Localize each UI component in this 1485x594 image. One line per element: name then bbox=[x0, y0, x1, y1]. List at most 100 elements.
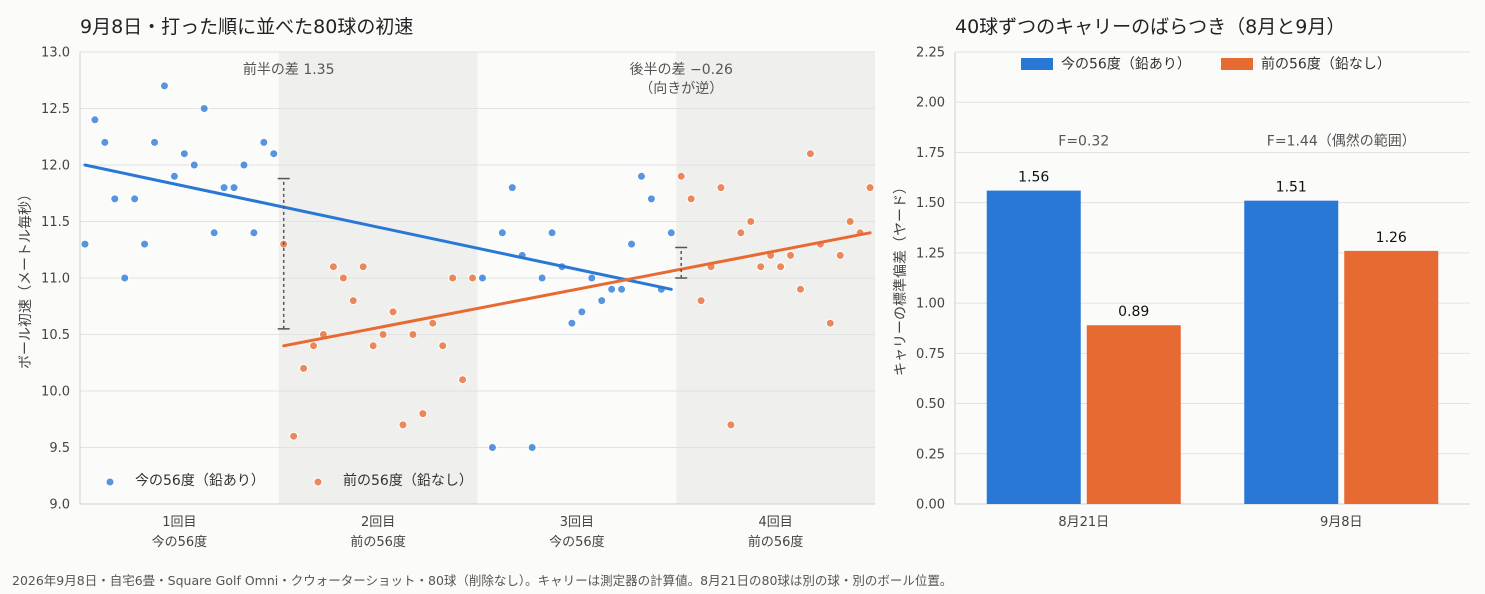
data-point bbox=[507, 183, 517, 193]
data-point bbox=[428, 318, 438, 328]
data-point bbox=[130, 194, 140, 204]
annotation: 前半の差 1.35 bbox=[243, 61, 335, 78]
y-tick-label: 10.0 bbox=[41, 385, 70, 400]
legend-marker bbox=[105, 477, 115, 487]
bar-value-label: 0.89 bbox=[1118, 304, 1149, 320]
scatter-chart: 9.09.510.010.511.011.512.012.513.01回目今の5… bbox=[17, 46, 875, 550]
y-tick-label: 13.0 bbox=[41, 46, 70, 61]
x-group-sublabel: 前の56度 bbox=[350, 534, 406, 550]
data-point bbox=[716, 183, 726, 193]
legend-label: 前の56度（鉛なし） bbox=[343, 472, 473, 489]
data-point bbox=[408, 330, 418, 339]
y-tick-label: 0.00 bbox=[916, 498, 945, 513]
footer-note: 2026年9月8日・自宅6畳・Square Golf Omni・クウォーターショ… bbox=[12, 573, 953, 588]
annotation: （向きが逆） bbox=[639, 81, 723, 97]
data-point bbox=[249, 228, 259, 238]
bar bbox=[1086, 325, 1181, 504]
y-tick-label: 10.5 bbox=[41, 328, 70, 343]
y-tick-label: 1.50 bbox=[916, 196, 945, 211]
data-point bbox=[636, 171, 646, 181]
bar-value-label: 1.26 bbox=[1376, 230, 1407, 246]
y-tick-label: 0.75 bbox=[916, 347, 945, 362]
data-point bbox=[577, 307, 587, 317]
data-point bbox=[865, 183, 875, 193]
bar-value-label: 1.51 bbox=[1276, 180, 1307, 196]
data-point bbox=[169, 171, 179, 181]
data-point bbox=[756, 262, 766, 272]
data-point bbox=[497, 228, 507, 238]
data-point bbox=[527, 443, 537, 452]
y-tick-label: 9.0 bbox=[49, 498, 70, 513]
data-point bbox=[179, 149, 189, 159]
x-group-label: 1回目 bbox=[162, 515, 196, 530]
scatter-chart-title: 9月8日・打った順に並べた80球の初速 bbox=[80, 16, 414, 38]
data-point bbox=[786, 250, 796, 260]
x-group-sublabel: 今の56度 bbox=[152, 534, 208, 550]
y-tick-label: 1.75 bbox=[916, 146, 945, 161]
y-axis-label: キャリーの標準偏差（ヤード） bbox=[893, 180, 909, 376]
x-category-label: 8月21日 bbox=[1058, 515, 1109, 530]
data-point bbox=[726, 420, 736, 430]
data-point bbox=[686, 194, 696, 204]
data-point bbox=[140, 239, 150, 249]
y-tick-label: 11.0 bbox=[41, 272, 70, 287]
data-point bbox=[776, 262, 786, 272]
y-tick-label: 2.25 bbox=[916, 46, 945, 61]
data-point bbox=[80, 239, 90, 249]
data-point bbox=[448, 273, 458, 283]
legend-label: 今の56度（鉛あり） bbox=[1061, 57, 1191, 73]
bar bbox=[1344, 250, 1439, 504]
data-point bbox=[348, 296, 358, 306]
data-point bbox=[477, 273, 487, 283]
legend-label: 前の56度（鉛なし） bbox=[1261, 56, 1391, 73]
trend-line bbox=[83, 163, 673, 291]
data-point bbox=[209, 228, 219, 238]
annotation: 後半の差 −0.26 bbox=[630, 62, 733, 78]
y-tick-label: 11.5 bbox=[41, 215, 70, 230]
data-point bbox=[110, 194, 120, 204]
data-point bbox=[617, 284, 627, 294]
y-tick-label: 0.25 bbox=[916, 447, 945, 462]
y-tick-label: 2.00 bbox=[916, 96, 945, 111]
bar-chart-title: 40球ずつのキャリーのばらつき（8月と9月） bbox=[955, 16, 1346, 38]
x-group-sublabel: 前の56度 bbox=[748, 534, 804, 550]
data-point bbox=[597, 296, 607, 306]
data-point bbox=[627, 239, 637, 249]
data-point bbox=[299, 363, 309, 373]
data-point bbox=[289, 431, 299, 441]
annotation: F=1.44（偶然の範囲） bbox=[1267, 132, 1416, 149]
trend-line bbox=[282, 231, 872, 348]
x-group-sublabel: 今の56度 bbox=[549, 534, 605, 550]
data-point bbox=[309, 341, 319, 351]
data-point bbox=[90, 115, 100, 125]
data-point bbox=[259, 137, 269, 147]
data-point bbox=[567, 318, 577, 328]
y-tick-label: 12.0 bbox=[41, 159, 70, 174]
x-group-label: 2回目 bbox=[361, 515, 395, 530]
data-point bbox=[825, 318, 835, 328]
data-point bbox=[418, 409, 428, 419]
data-point bbox=[269, 149, 279, 159]
data-point bbox=[438, 341, 448, 351]
data-point bbox=[607, 284, 617, 294]
data-point bbox=[646, 194, 656, 204]
data-point bbox=[746, 217, 756, 226]
data-point bbox=[835, 250, 845, 260]
data-point bbox=[189, 160, 199, 170]
data-point bbox=[338, 273, 348, 283]
annotation: F=0.32 bbox=[1058, 133, 1109, 149]
data-point bbox=[547, 228, 557, 238]
legend-marker bbox=[313, 477, 323, 487]
data-point bbox=[388, 307, 398, 317]
data-point bbox=[100, 137, 110, 147]
data-point bbox=[358, 262, 368, 272]
x-group-label: 3回目 bbox=[560, 515, 594, 530]
legend-swatch bbox=[1221, 58, 1253, 70]
data-point bbox=[150, 137, 160, 147]
data-point bbox=[795, 284, 805, 294]
bar-chart: 0.00 0.25 0.50 0.75 1.00 1.25 1.50 1.75 2.00 2.25… bbox=[893, 46, 1470, 530]
data-point bbox=[159, 81, 169, 91]
data-point bbox=[696, 296, 706, 306]
bar bbox=[986, 190, 1081, 504]
